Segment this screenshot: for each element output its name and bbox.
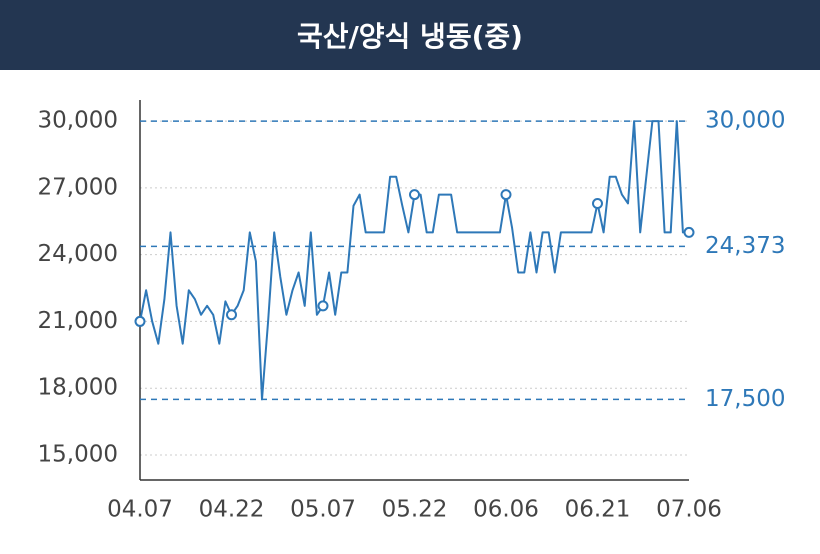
- chart-title: 국산/양식 냉동(중): [0, 0, 820, 70]
- y-tick-label: 27,000: [38, 174, 118, 200]
- reference-label: 24,373: [705, 233, 785, 259]
- data-point: [500, 189, 512, 201]
- data-point: [409, 189, 420, 201]
- y-tick-label: 21,000: [38, 308, 118, 334]
- data-point: [134, 315, 146, 327]
- reference-label: 17,500: [705, 386, 785, 412]
- data-line: [139, 120, 689, 401]
- reference-label: 30,000: [705, 108, 785, 134]
- data-point: [317, 300, 329, 312]
- x-tick-label: 06.06: [473, 497, 539, 523]
- y-tick-label: 18,000: [38, 375, 118, 401]
- x-tick-label: 06.21: [565, 497, 631, 523]
- x-tick-label: 05.07: [290, 497, 356, 523]
- x-tick-label: 05.22: [382, 497, 448, 523]
- x-tick-label: 04.07: [107, 497, 173, 523]
- chart: 15,000 18,000 21,000 24,000 27,000 30,000 04.0…: [38, 100, 785, 523]
- x-tick-label: 04.22: [199, 497, 265, 523]
- y-tick-label: 24,000: [38, 241, 118, 267]
- data-point: [592, 197, 603, 209]
- data-point: [683, 226, 695, 238]
- y-tick-label: 30,000: [38, 108, 118, 134]
- data-point: [226, 309, 237, 321]
- y-tick-label: 15,000: [38, 441, 118, 467]
- x-tick-label: 07.06: [656, 497, 722, 523]
